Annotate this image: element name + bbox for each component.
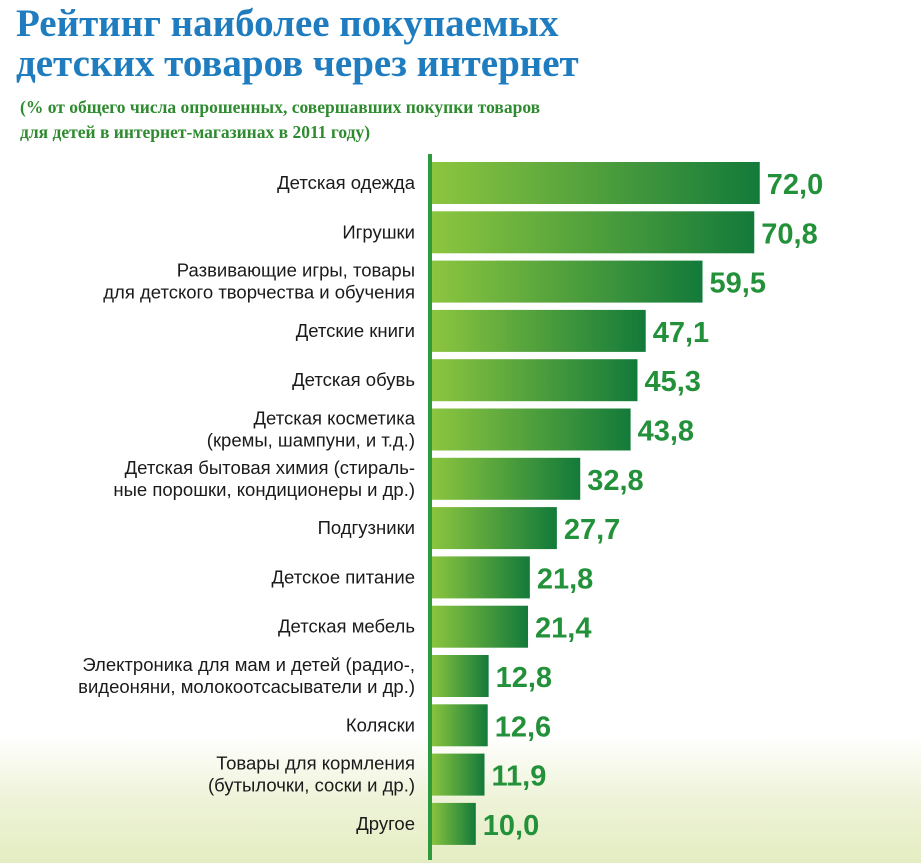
- category-label-1-line-0: Игрушки: [342, 221, 415, 242]
- value-label-13: 10,0: [483, 810, 539, 842]
- bar-10: [430, 655, 489, 697]
- category-label-12-line-0: Товары для кормления: [216, 753, 415, 774]
- category-label-2-line-1: для детского творчества и обучения: [103, 282, 415, 303]
- chart-title: Рейтинг наиболее покупаемых детских това…: [16, 4, 579, 84]
- chart-subtitle: (% от общего числа опрошенных, совершавш…: [20, 95, 540, 145]
- chart-subtitle-line-1: (% от общего числа опрошенных, совершавш…: [20, 97, 541, 117]
- category-label-4-line-0: Детская обувь: [292, 369, 415, 390]
- bar-5: [430, 408, 631, 451]
- category-label-12-line-1: (бутылочки, соски и др.): [208, 775, 415, 796]
- category-label-6: Детская бытовая химия (стираль-ные порош…: [113, 457, 415, 500]
- value-label-12: 11,9: [492, 761, 547, 793]
- category-label-12: Товары для кормления (бутылочки, соски и …: [208, 753, 415, 796]
- category-label-0: Детская одежда: [277, 172, 416, 193]
- bar-9: [430, 605, 529, 648]
- category-label-4: Детская обувь: [292, 369, 415, 390]
- value-label-2: 59,5: [710, 268, 766, 300]
- bar-3: [430, 309, 646, 352]
- category-label-5: Детская косметика (кремы, шампуни, и т.д.…: [207, 408, 416, 451]
- value-label-5: 43,8: [638, 416, 694, 448]
- category-label-8: Детское питание: [272, 566, 415, 587]
- bars-group: [430, 162, 760, 845]
- category-label-2-line-0: Развивающие игры, товары: [177, 260, 415, 281]
- bar-13: [430, 802, 476, 845]
- category-labels-group: Детская одежда Игрушки Развивающие игры, т…: [78, 172, 416, 834]
- category-label-6-line-1: ные порошки, кондиционеры и др.): [113, 479, 415, 500]
- category-label-5-line-0: Детская косметика: [254, 408, 416, 429]
- bar-12: [430, 753, 485, 796]
- chart-title-line-2: детских товаров через интернет: [16, 42, 579, 85]
- value-label-1: 70,8: [761, 218, 817, 250]
- category-label-9-line-0: Детская мебель: [278, 616, 415, 637]
- category-label-10-line-1: видеоняни, молокоотсасыватели и др.): [78, 676, 415, 697]
- value-label-10: 12,8: [496, 662, 552, 694]
- bar-4: [430, 359, 638, 402]
- bar-11: [430, 704, 488, 747]
- category-label-6-line-0: Детская бытовая химия (стираль-: [125, 457, 415, 478]
- value-label-6: 32,8: [587, 465, 643, 497]
- value-label-3: 47,1: [653, 317, 709, 349]
- category-label-8-line-0: Детское питание: [272, 566, 415, 587]
- category-label-13: Другое: [356, 813, 415, 834]
- value-label-7: 27,7: [564, 514, 620, 546]
- category-label-7: Подгузники: [318, 517, 415, 538]
- value-label-11: 12,6: [495, 711, 551, 743]
- value-label-4: 45,3: [644, 366, 700, 398]
- value-label-8: 21,8: [537, 563, 593, 595]
- bar-0: [430, 162, 760, 204]
- bar-1: [430, 211, 755, 254]
- category-label-11-line-0: Коляски: [346, 714, 415, 735]
- bar-2: [430, 260, 703, 303]
- category-label-0-line-0: Детская одежда: [277, 172, 416, 193]
- category-label-10-line-0: Электроника для мам и детей (радио-,: [82, 654, 415, 675]
- category-label-3-line-0: Детские книги: [296, 320, 415, 341]
- category-label-2: Развивающие игры, товары для детского тво…: [103, 260, 415, 303]
- category-label-9: Детская мебель: [278, 616, 415, 637]
- category-label-3: Детские книги: [296, 320, 415, 341]
- bar-7: [430, 507, 557, 550]
- chart-title-line-1: Рейтинг наиболее покупаемых: [16, 2, 559, 45]
- bar-8: [430, 556, 530, 599]
- category-label-1: Игрушки: [342, 221, 415, 242]
- chart-subtitle-line-2: для детей в интернет-магазинах в 2011 го…: [20, 122, 371, 142]
- category-label-5-line-1: (кремы, шампуни, и т.д.): [207, 430, 415, 451]
- category-label-11: Коляски: [346, 714, 415, 735]
- category-label-13-line-0: Другое: [356, 813, 415, 834]
- bar-6: [430, 457, 581, 500]
- value-label-0: 72,0: [767, 169, 823, 201]
- category-label-10: Электроника для мам и детей (радио-, виде…: [78, 654, 415, 697]
- value-label-9: 21,4: [535, 613, 591, 645]
- value-labels-group: 72,0 70,8 59,547,1 45,3 43,8 32,8 27,7 21,8 21,4…: [483, 169, 823, 842]
- category-label-7-line-0: Подгузники: [318, 517, 415, 538]
